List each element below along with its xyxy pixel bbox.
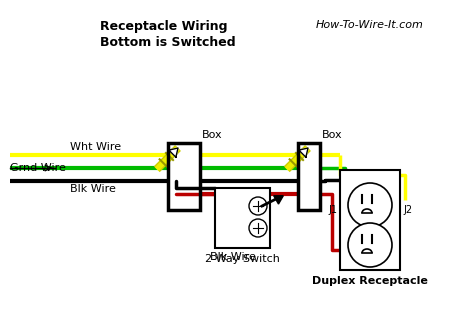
Circle shape (348, 223, 392, 267)
Circle shape (249, 219, 267, 237)
Text: 2-Way Switch: 2-Way Switch (205, 254, 280, 264)
Text: Red Wire: Red Wire (219, 196, 269, 206)
Polygon shape (169, 148, 178, 157)
Bar (298, 143, 320, 210)
Text: How-To-Wire-It.com: How-To-Wire-It.com (316, 20, 424, 30)
Text: J2: J2 (403, 205, 412, 215)
Text: Box: Box (322, 130, 343, 140)
Text: Box: Box (202, 130, 222, 140)
Text: J1: J1 (328, 205, 337, 215)
Text: Grnd Wire: Grnd Wire (10, 163, 66, 173)
Bar (340, 170, 400, 270)
Text: Duplex Receptacle: Duplex Receptacle (312, 276, 428, 286)
Circle shape (249, 197, 267, 215)
Bar (215, 188, 270, 248)
Bar (168, 143, 200, 210)
Text: Wht Wire: Wht Wire (70, 142, 121, 152)
Text: Blk Wire: Blk Wire (210, 252, 256, 262)
Circle shape (348, 183, 392, 227)
Text: Receptacle Wiring: Receptacle Wiring (100, 20, 227, 33)
Text: Bottom is Switched: Bottom is Switched (100, 36, 236, 49)
Polygon shape (299, 148, 308, 157)
Text: Blk Wire: Blk Wire (70, 184, 116, 194)
